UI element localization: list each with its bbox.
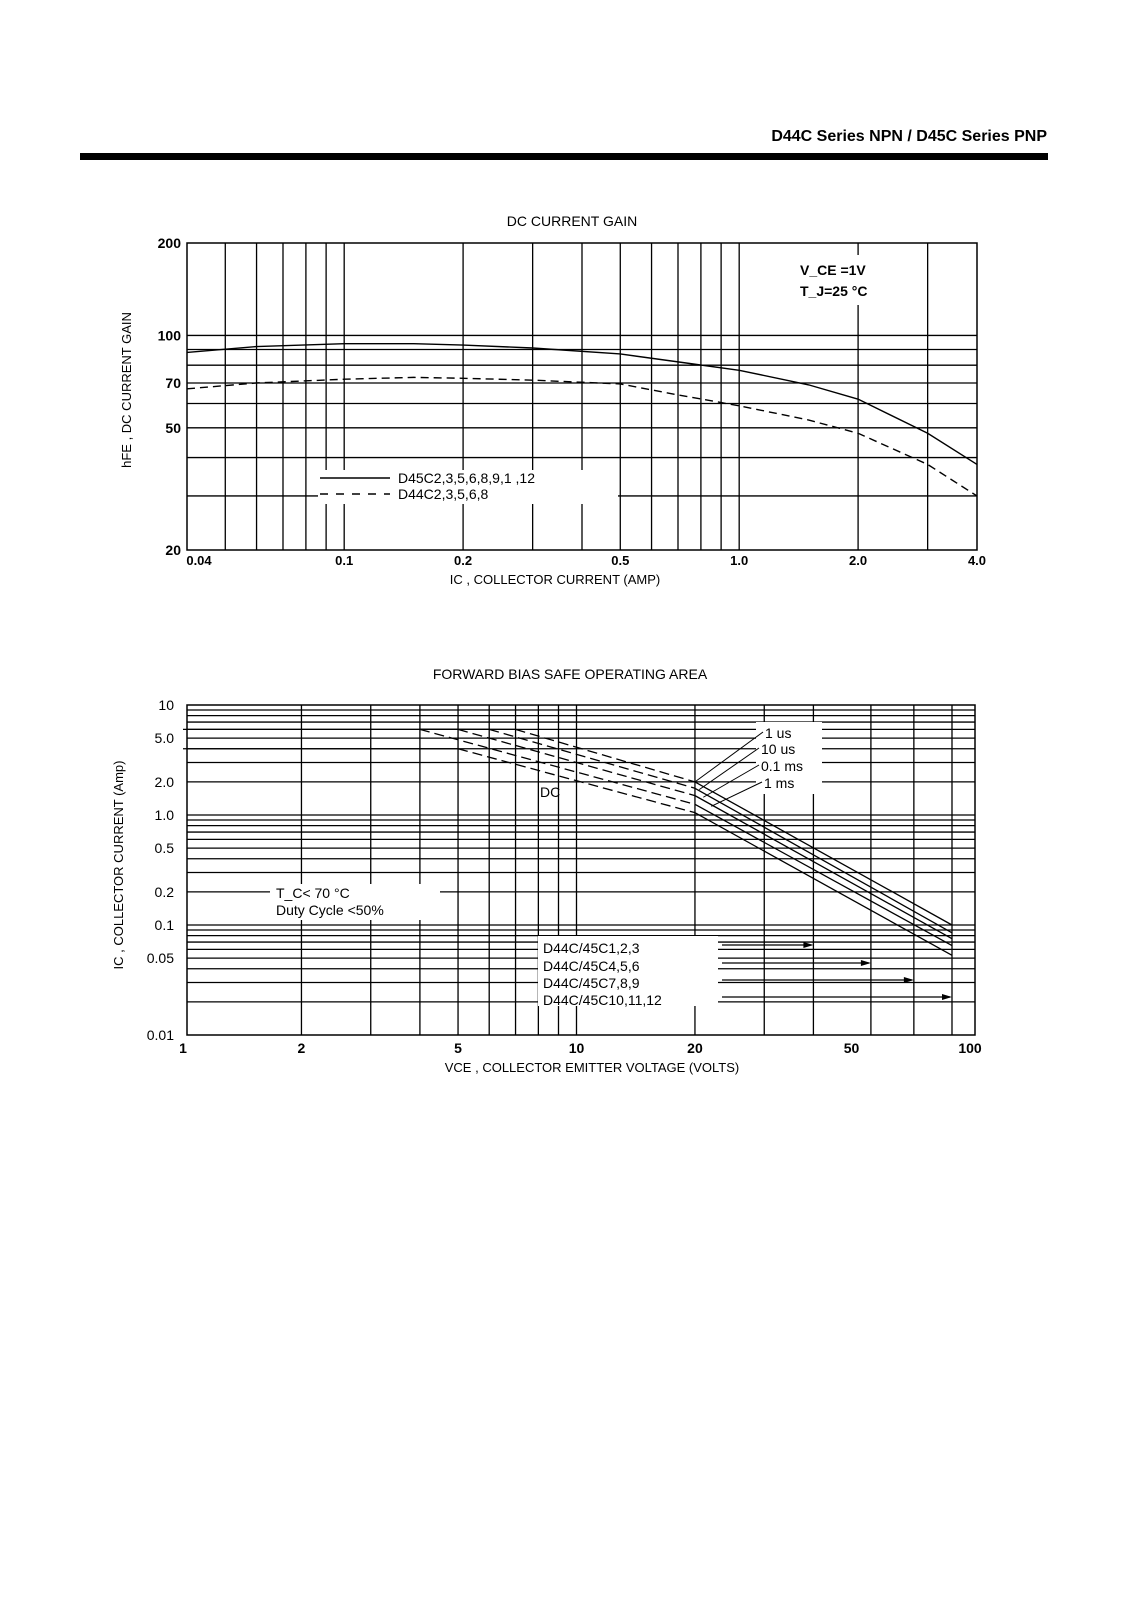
chart1-xtick-label: 0.1 xyxy=(335,553,353,568)
chart1-xtick-label: 0.2 xyxy=(454,553,472,568)
chart1-legend-label: D45C2,3,5,6,8,9,1 ,12 xyxy=(398,470,535,486)
chart1-ytick-label: 50 xyxy=(165,420,181,436)
chart2-xtick-label: 20 xyxy=(687,1040,703,1056)
chart1-legend-bg xyxy=(318,470,618,504)
chart2-series-solid-3 xyxy=(694,803,953,947)
chart2-ytick-label: 0.01 xyxy=(147,1027,174,1043)
chart1-xtick-label: 4.0 xyxy=(968,553,986,568)
chart1-annotation-bg xyxy=(795,255,910,305)
chart2-pulse-pointer xyxy=(711,781,763,807)
chart2-condition-bg xyxy=(270,884,440,920)
chart2-device-arrow-head xyxy=(903,977,914,983)
chart1-y-axis-label: hFE , DC CURRENT GAIN xyxy=(119,312,134,468)
chart2-pulse-label: 0.1 ms xyxy=(761,758,803,774)
chart2-series-dashed-1 xyxy=(489,728,696,789)
chart2-series-dashed-2 xyxy=(457,728,696,797)
chart2-series-dashed-0 xyxy=(515,728,696,783)
chart2-pulse-label: 1 ms xyxy=(764,775,794,791)
chart1-annotation-vce: V_CE =1V xyxy=(800,262,866,278)
chart1-xtick-label: 2.0 xyxy=(849,553,867,568)
chart1-ytick-label: 200 xyxy=(158,235,182,251)
chart2-plot-frame xyxy=(186,704,976,1036)
chart2-ytick-label: 1.0 xyxy=(155,807,175,823)
chart2-x-axis-label: VCE , COLLECTOR EMITTER VOLTAGE (VOLTS) xyxy=(445,1060,739,1075)
chart2-ytick-label: 2.0 xyxy=(155,774,175,790)
header-rule xyxy=(80,153,1048,160)
chart2-condition-duty: Duty Cycle <50% xyxy=(276,902,384,918)
chart2-ytick-label: 0.2 xyxy=(155,884,175,900)
page-header-title: D44C Series NPN / D45C Series PNP xyxy=(771,128,1047,145)
chart2-ytick-label: 0.5 xyxy=(155,840,175,856)
chart2-xtick-label: 2 xyxy=(298,1040,306,1056)
chart2-device-label: D44C/45C10,11,12 xyxy=(543,992,662,1008)
chart1-xtick-label: 0.04 xyxy=(186,553,212,568)
chart1-series-line-0 xyxy=(186,342,978,466)
chart2-device-arrow-head xyxy=(860,960,871,966)
chart2-series-solid-4 xyxy=(694,812,953,956)
chart2-series-solid-1 xyxy=(694,787,953,934)
chart2-device-arrow-head xyxy=(803,942,814,948)
chart1-ytick-label: 100 xyxy=(158,327,182,343)
chart2-condition-tc: T_C< 70 °C xyxy=(276,885,350,901)
chart2-pulse-pointer xyxy=(703,764,760,798)
chart2-device-label: D44C/45C4,5,6 xyxy=(543,958,640,974)
chart2-xtick-label: 1 xyxy=(179,1040,187,1056)
chart2-pulse-pointer xyxy=(698,747,760,791)
chart1-x-axis-label: IC , COLLECTOR CURRENT (AMP) xyxy=(450,572,660,587)
chart2-series-dashed-4 xyxy=(457,748,696,814)
chart1-ytick-label: 20 xyxy=(165,542,181,558)
chart2-title: FORWARD BIAS SAFE OPERATING AREA xyxy=(433,666,708,682)
chart1-ytick-label: 70 xyxy=(165,375,181,391)
chart2-pulse-label: 1 us xyxy=(765,725,791,741)
chart2-dc-label: DC xyxy=(540,784,560,800)
chart2-xtick-label: 10 xyxy=(569,1040,585,1056)
chart2-ytick-label: 0.1 xyxy=(155,917,175,933)
chart2-series-solid-0 xyxy=(694,781,953,926)
chart2-pulse-pointer xyxy=(694,731,764,783)
chart1-plot-frame xyxy=(186,242,978,551)
chart1-title: DC CURRENT GAIN xyxy=(507,213,637,229)
chart2-ytick-label: 10 xyxy=(158,697,174,713)
chart2-pulse-label-bg xyxy=(756,722,822,794)
chart2-xtick-label: 100 xyxy=(958,1040,982,1056)
chart2-series-solid-2 xyxy=(694,795,953,940)
chart2-device-label: D44C/45C1,2,3 xyxy=(543,940,640,956)
chart1-xtick-label: 0.5 xyxy=(611,553,629,568)
chart2-device-arrow-head xyxy=(941,994,952,1000)
chart1-legend-label: D44C2,3,5,6,8 xyxy=(398,486,488,502)
chart2-y-axis-label: IC , COLLECTOR CURRENT (Amp) xyxy=(111,761,126,970)
chart2-ytick-label: 0.05 xyxy=(147,950,174,966)
chart1-xtick-label: 1.0 xyxy=(730,553,748,568)
chart2-xtick-label: 5 xyxy=(454,1040,462,1056)
chart2-series-dashed-3 xyxy=(419,728,696,805)
chart1-annotation-tj: T_J=25 °C xyxy=(800,283,867,299)
chart1-series-line-1 xyxy=(186,376,978,497)
chart2-ytick-label: 5.0 xyxy=(155,730,175,746)
chart2-device-label-bg xyxy=(538,936,718,1006)
chart2-device-label: D44C/45C7,8,9 xyxy=(543,975,640,991)
chart2-pulse-label: 10 us xyxy=(761,741,795,757)
chart2-xtick-label: 50 xyxy=(844,1040,860,1056)
